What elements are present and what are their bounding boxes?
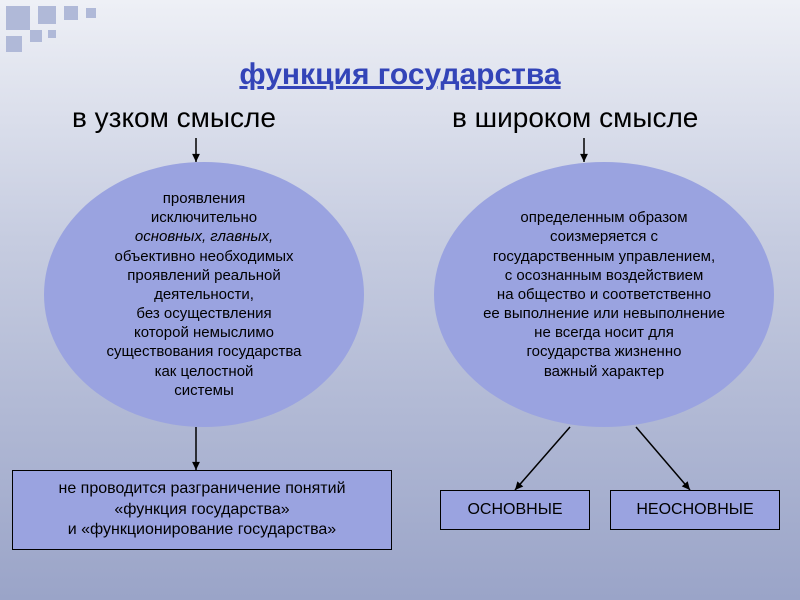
corner-square <box>64 6 78 20</box>
corner-square <box>86 8 96 18</box>
box-non-main: НЕОСНОВНЫЕ <box>610 490 780 530</box>
ellipse-broad-sense: определенным образомсоизмеряется сгосуда… <box>434 162 774 427</box>
ellipse-narrow-sense: проявленияисключительноосновных, главных… <box>44 162 364 427</box>
box-bottom-left-text: не проводится разграничение понятий«функ… <box>58 479 345 541</box>
corner-square <box>48 30 56 38</box>
subtitle-left: в узком смысле <box>72 102 276 134</box>
box-bottom-left: не проводится разграничение понятий«функ… <box>12 470 392 550</box>
ellipse-left-text: проявленияисключительноосновных, главных… <box>106 189 301 400</box>
corner-square <box>38 6 56 24</box>
subtitle-right: в широком смысле <box>452 102 698 134</box>
corner-decoration <box>0 0 160 60</box>
box-main: ОСНОВНЫЕ <box>440 490 590 530</box>
corner-square <box>6 6 30 30</box>
corner-square <box>30 30 42 42</box>
corner-square <box>6 36 22 52</box>
ellipse-right-text: определенным образомсоизмеряется сгосуда… <box>483 208 725 381</box>
diagram-title: функция государства <box>239 58 560 92</box>
